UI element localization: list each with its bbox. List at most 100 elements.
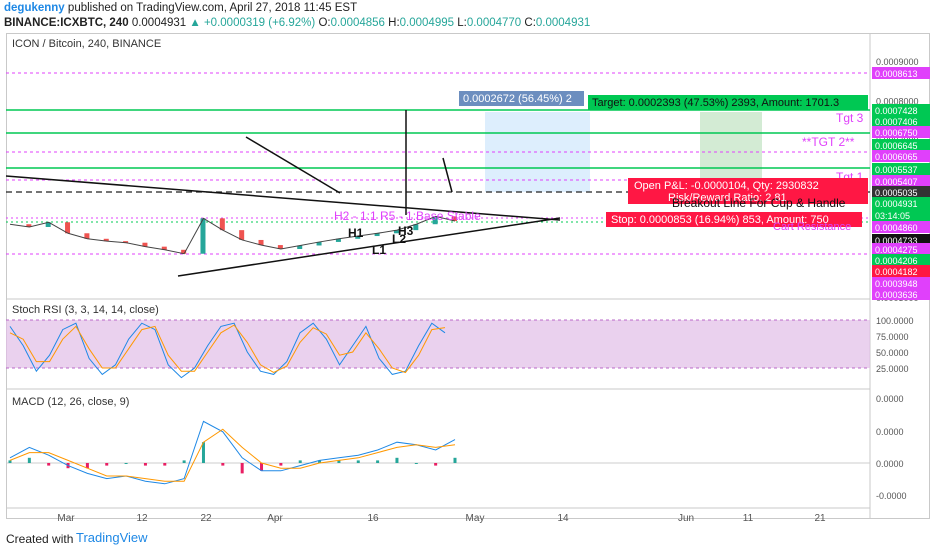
time-axis-tick: 21 xyxy=(814,513,826,524)
chart-title: ICON / Bitcoin, 240, BINANCE xyxy=(12,38,161,50)
price-tag: 0.0007428 xyxy=(875,106,918,116)
macd-histogram-bar xyxy=(318,460,322,463)
price-candle xyxy=(239,230,245,240)
cart-label: Cart Resistance xyxy=(773,221,851,233)
price-tag-bg xyxy=(872,104,930,116)
price-tag-bg xyxy=(872,139,930,151)
h1-label: H1 xyxy=(348,226,364,240)
price-tag: 0.0003636 xyxy=(875,290,918,300)
rr-label: Risk/Reward Ratio: 2.81 xyxy=(668,192,787,204)
target-label-bg xyxy=(588,95,868,110)
price-tag-bg xyxy=(872,67,930,79)
price-tag-bg xyxy=(872,254,930,266)
descending-trendline xyxy=(5,175,561,221)
macd-axis-tick: 0.0000 xyxy=(876,459,904,469)
ohlc-open: 0.0004856 xyxy=(330,17,385,29)
macd-histogram-bar xyxy=(47,463,51,466)
price-tag: 0.0005035 xyxy=(875,188,918,198)
macd-histogram-bar xyxy=(395,457,399,463)
price-candle xyxy=(181,249,187,254)
macd-histogram-bar xyxy=(201,442,205,463)
price-candle xyxy=(413,224,419,231)
macd-histogram-bar xyxy=(376,460,380,463)
time-axis-tick: 14 xyxy=(557,513,569,524)
price-tag: 0.0003948 xyxy=(875,279,918,289)
macd-histogram-bar xyxy=(414,463,418,464)
price-tag: 0.0006065 xyxy=(875,152,918,162)
price-candle xyxy=(26,224,32,227)
macd-histogram-bar xyxy=(182,460,186,463)
price-tag-bg xyxy=(872,221,930,233)
macd-line-signal xyxy=(9,428,456,482)
openpl-label: Open P&L: -0.0000104, Qty: 2930832 xyxy=(634,180,819,192)
price-tag-bg xyxy=(872,265,930,277)
price-candle xyxy=(45,222,51,227)
price-tag: 0.0004931 xyxy=(875,199,918,209)
price-tag: 0.0004206 xyxy=(875,256,918,266)
macd-histogram-bar xyxy=(356,460,360,463)
price-candle xyxy=(277,245,283,250)
target-label: Target: 0.0002393 (47.53%) 2393, Amount:… xyxy=(592,97,839,109)
macd-histogram-bar xyxy=(260,463,264,471)
ohlc-h-label: H: xyxy=(388,17,400,29)
price-tag-bg xyxy=(872,186,930,198)
price-tag: 0.0004860 xyxy=(875,223,918,233)
price-tag: 0.0005537 xyxy=(875,165,918,175)
price-candle xyxy=(200,218,206,254)
stoch-line-k xyxy=(9,322,446,379)
breakout-label: Breakout Line For Cup & Handle xyxy=(672,196,846,210)
price-candle xyxy=(161,246,167,250)
price-tag-bg xyxy=(872,115,930,127)
macd-histogram-bar xyxy=(163,463,167,466)
price-tag: 0.0008613 xyxy=(875,69,918,79)
price-tag-bg xyxy=(872,209,930,221)
macd-axis-tick: 0.0000 xyxy=(876,394,904,404)
price-axis-tick: 0.0008000 xyxy=(876,96,919,106)
h3-label: H3 xyxy=(398,224,414,238)
price-series xyxy=(9,215,457,255)
macd-title: MACD (12, 26, close, 9) xyxy=(12,396,129,408)
ohlc-close: 0.0004931 xyxy=(535,17,591,29)
price-candle xyxy=(393,230,399,234)
tgt2-label: **TGT 2** xyxy=(802,135,855,149)
symbol-label: BINANCE:ICXBTC, 240 xyxy=(4,17,129,29)
price-tag: 0.0004182 xyxy=(875,267,918,277)
price-tag-bg xyxy=(872,163,930,175)
price-candle xyxy=(258,239,264,246)
ascending-trendline xyxy=(177,217,561,277)
time-axis-tick: Jun xyxy=(678,513,694,524)
price-tag-bg xyxy=(872,243,930,255)
last-price: 0.0004931 xyxy=(131,17,187,29)
publish-header: degukenny published on TradingView.com, … xyxy=(0,0,932,32)
price-tag: 0.0006750 xyxy=(875,128,918,138)
author-link[interactable]: degukenny xyxy=(4,2,65,14)
macd-histogram-bar xyxy=(240,463,244,474)
price-candle xyxy=(84,233,90,239)
l2-label: L2 xyxy=(392,232,406,246)
price-tag-bg xyxy=(872,277,930,289)
price-candle xyxy=(65,222,71,234)
published-text: published on TradingView.com, April 27, … xyxy=(67,2,358,14)
stoch-axis-tick: 25.0000 xyxy=(876,364,909,374)
handle-line xyxy=(442,157,453,193)
ohlc-high: 0.0004995 xyxy=(399,17,455,29)
price-tag: 0.0004733 xyxy=(875,236,918,246)
price-candle xyxy=(335,238,341,242)
price-tag: 0.0005407 xyxy=(875,177,918,187)
price-tag-bg xyxy=(872,126,930,138)
tradingview-logo[interactable]: TradingView xyxy=(76,530,148,545)
time-axis-tick: Apr xyxy=(267,513,283,524)
time-axis-tick: Mar xyxy=(57,513,75,524)
price-candle xyxy=(219,218,225,231)
price-candle xyxy=(452,216,457,222)
time-axis-tick: May xyxy=(466,513,485,524)
macd-series xyxy=(8,420,457,485)
price-tag-bg xyxy=(872,288,930,300)
macd-histogram-bar xyxy=(453,457,457,463)
ohlc-c-label: C: xyxy=(524,17,536,29)
price-tag-bg xyxy=(872,197,930,209)
ohlc-l-label: L: xyxy=(457,17,467,29)
macd-histogram-bar xyxy=(143,463,147,466)
macd-histogram-bar xyxy=(298,460,302,463)
